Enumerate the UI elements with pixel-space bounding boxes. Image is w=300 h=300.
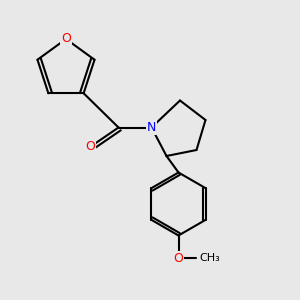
Text: O: O (61, 32, 71, 46)
Text: N: N (147, 121, 156, 134)
Text: O: O (174, 251, 183, 265)
Text: CH₃: CH₃ (200, 253, 220, 263)
Text: O: O (85, 140, 95, 154)
